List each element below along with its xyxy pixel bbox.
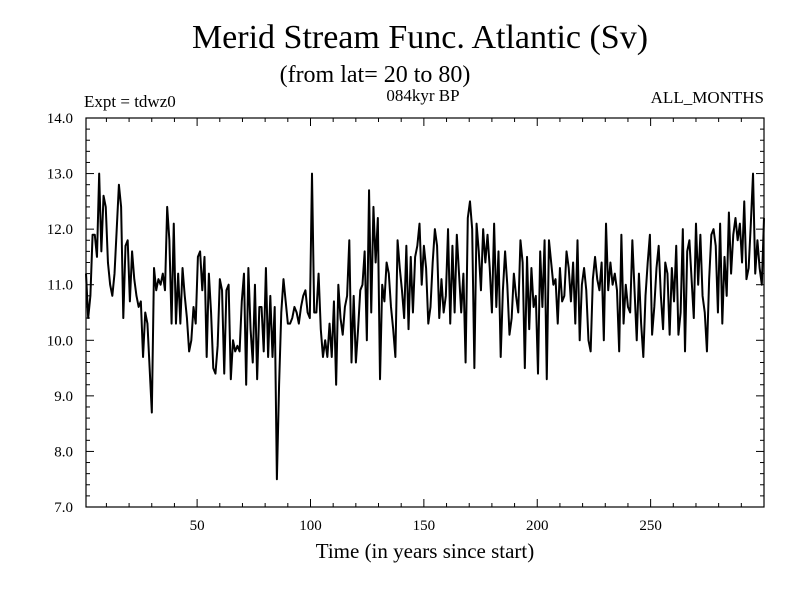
series-line (85, 172, 765, 481)
period-label: 084kyr BP (386, 86, 459, 105)
x-axis-label: Time (in years since start) (316, 539, 535, 563)
x-tick-label: 100 (299, 518, 322, 534)
y-tick-label: 8.0 (54, 444, 73, 460)
x-axis: 50 100 150 200 250 (105, 118, 742, 534)
x-tick-label: 200 (526, 518, 549, 534)
y-tick-label: 12.0 (47, 222, 73, 238)
chart-title: Merid Stream Func. Atlantic (Sv) (192, 19, 648, 56)
y-tick-label: 7.0 (54, 500, 73, 516)
y-tick-label: 14.0 (47, 111, 73, 127)
y-tick-label: 13.0 (47, 167, 73, 183)
x-tick-label: 250 (639, 518, 662, 534)
months-label: ALL_MONTHS (651, 88, 764, 107)
x-tick-label: 150 (413, 518, 436, 534)
plot-frame (85, 117, 765, 508)
y-tick-label: 9.0 (54, 389, 73, 405)
y-axis: 7.0 8.0 9.0 10.0 11.0 12.0 13.0 14.0 (47, 111, 764, 516)
chart-subtitle: (from lat= 20 to 80) (280, 62, 471, 88)
y-tick-label: 10.0 (47, 333, 73, 349)
y-tick-label: 11.0 (47, 278, 73, 294)
experiment-label: Expt = tdwz0 (84, 92, 176, 111)
x-tick-label: 50 (190, 518, 205, 534)
